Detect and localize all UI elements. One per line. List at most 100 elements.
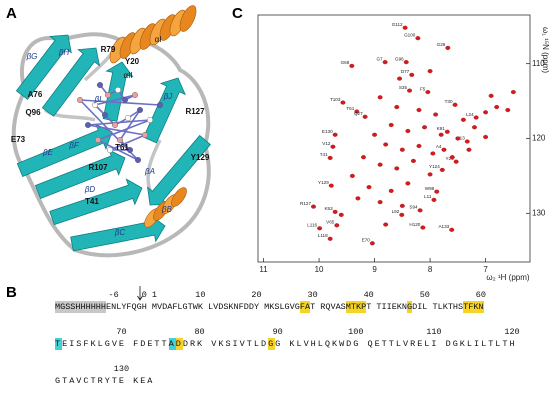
structure-element-label: βH [58, 48, 70, 57]
atom [106, 146, 113, 153]
x-tick-label: 7 [483, 265, 488, 274]
peak-label: S94 [409, 205, 418, 210]
peak [405, 128, 411, 134]
peak [483, 134, 489, 140]
peak-label: T61 [346, 106, 354, 111]
peak [409, 72, 415, 77]
peak [402, 25, 408, 30]
residue-numbers: -6 0 1 10 20 30 40 50 60 [55, 288, 517, 302]
peak [317, 226, 323, 231]
peak-label: Y129 [318, 180, 329, 185]
panel-label: B [6, 284, 17, 301]
sequence-segment: T [55, 338, 63, 350]
residue-number: 30 [307, 290, 318, 300]
atom [114, 86, 121, 93]
atom [104, 91, 111, 98]
beta-strand [49, 178, 143, 226]
residue-label: T61 [115, 143, 129, 152]
peak [449, 155, 455, 160]
bond [94, 94, 136, 106]
peak [332, 209, 338, 214]
peak [427, 172, 433, 177]
structure-element-label: βI [94, 95, 103, 104]
sequence-segment: FA [299, 301, 311, 313]
residues: TEISFKLGVE FDETTADDRK VKSIVTLDGG KLVHLQK… [55, 338, 517, 350]
atom [101, 111, 108, 118]
beta-strand [147, 134, 211, 206]
sequence-segment: G [407, 301, 413, 313]
peak [340, 100, 346, 105]
peak-label: H120 [409, 222, 420, 227]
structure-element-label: αII [123, 71, 132, 80]
peak [383, 222, 389, 227]
sequence-segment: T RQVAS [310, 302, 346, 312]
residue-number: 20 [251, 290, 262, 300]
residue-number: 50 [419, 290, 430, 300]
structure-element-label: βG [26, 52, 38, 61]
residues: GTAVCTRYTE KEA [55, 376, 517, 386]
peak [455, 136, 461, 141]
residue-number: 40 [363, 290, 374, 300]
sequence-segment: EISFKLGVE FDETT [62, 339, 169, 349]
sequence-line: -6 0 1 10 20 30 40 50 60 MGSSHHHHHHENLYFQGH MVDAF… [55, 288, 517, 325]
peak-label: S35 [399, 85, 408, 90]
atom [156, 101, 163, 108]
bond [97, 139, 139, 161]
sequence-segment: A [168, 338, 176, 350]
peak-label: G68 [341, 60, 350, 65]
peak [338, 212, 344, 217]
residue-number: 100 [348, 327, 364, 337]
peak [505, 108, 511, 113]
peak [431, 197, 437, 202]
peak-label: F5 [420, 86, 426, 91]
peak [416, 108, 422, 113]
residue-number: 80 [194, 327, 205, 337]
residue-number: 10 [195, 290, 206, 300]
peak [415, 36, 421, 41]
sequence-segment: D [175, 338, 183, 350]
residues: MGSSHHHHHHENLYFQGH MVDAFLGTWK LVDSKNFDDY… [55, 301, 517, 313]
peak-label: G100 [404, 32, 416, 37]
residue-number: 60 [475, 290, 487, 300]
x-tick-label: 8 [428, 265, 433, 274]
peak [427, 69, 433, 74]
peak [377, 200, 383, 205]
peak [510, 90, 516, 95]
structure-element-label: βE [42, 148, 54, 157]
peak-label: L11 [424, 194, 432, 199]
structure-element-label: βB [161, 205, 173, 214]
peak-label: L116 [307, 223, 317, 228]
residue-number: -6 [108, 290, 119, 300]
sequence-segment: G KLVHLQKWDG QETTLVRELI DGKLILTLTH [275, 339, 517, 349]
bond [87, 119, 151, 126]
peak [382, 60, 388, 65]
peak [327, 236, 333, 241]
peak [330, 144, 336, 149]
residue-label: E73 [11, 135, 26, 144]
peak-label: T30 [445, 99, 453, 104]
atom [131, 91, 138, 98]
peak [441, 147, 447, 152]
atom [94, 136, 101, 143]
peak [433, 112, 439, 117]
peak [444, 129, 450, 134]
residue-label: Q96 [25, 108, 41, 117]
peak [334, 223, 340, 228]
atom [121, 96, 128, 103]
peak [472, 125, 477, 130]
peak [407, 88, 412, 93]
peak [403, 60, 409, 65]
peak [417, 208, 423, 213]
sequence-segment: G [268, 338, 276, 350]
x-tick-label: 10 [315, 265, 324, 274]
cleavage-arrow-head [137, 295, 143, 301]
sequence-panel: -6 0 1 10 20 30 40 50 60 MGSSHHHHHHENLYFQGH MVDAF… [55, 288, 520, 399]
bond [109, 134, 146, 151]
peak [369, 241, 375, 246]
structure-element-label: βC [114, 228, 126, 237]
atom [126, 146, 133, 153]
peak [410, 158, 416, 164]
structure-element-label: βD [84, 185, 96, 194]
